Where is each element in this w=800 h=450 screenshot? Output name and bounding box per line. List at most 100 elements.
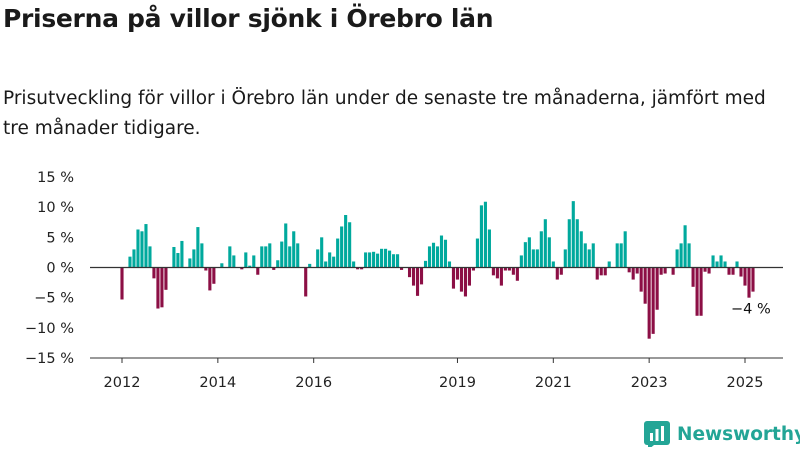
bar: [268, 243, 272, 268]
bar: [587, 249, 591, 268]
bar: [423, 260, 428, 268]
bar: [679, 243, 683, 268]
bar: [747, 267, 751, 298]
bar: [411, 267, 416, 286]
bar: [603, 267, 607, 276]
bar: [711, 255, 715, 268]
bar: [539, 231, 543, 268]
bar: [308, 263, 312, 268]
y-axis: 15 % 10 % 5 % 0 % −5 % −10 % −15 %: [25, 170, 74, 367]
bar: [256, 267, 260, 275]
y-tick-label: 15 %: [37, 170, 74, 186]
bar: [200, 243, 204, 268]
bar: [288, 246, 292, 268]
bar: [356, 267, 360, 270]
last-value-label: −4 %: [731, 302, 771, 318]
y-tick-label: −15 %: [25, 351, 74, 367]
bar: [435, 246, 440, 268]
bar: [659, 267, 663, 275]
bar: [483, 201, 487, 268]
bar: [431, 242, 436, 268]
bar: [364, 252, 368, 268]
bar: [551, 261, 555, 268]
bar: [152, 267, 156, 279]
bar: [328, 252, 332, 268]
bar: [360, 267, 364, 270]
bar: [248, 265, 252, 268]
bar: [595, 267, 599, 280]
x-tick-label: 2012: [104, 375, 141, 391]
bar: [559, 267, 563, 275]
bar: [471, 267, 475, 271]
bar: [128, 256, 132, 268]
bar: [707, 267, 711, 274]
bar: [296, 243, 300, 268]
bar: [304, 267, 308, 297]
x-tick-label: 2019: [439, 375, 476, 391]
bar: [232, 255, 236, 268]
bar: [491, 267, 495, 276]
bar: [615, 243, 619, 268]
bar: [208, 267, 212, 291]
bar: [535, 249, 539, 268]
brand[interactable]: Newsworthy: [644, 420, 800, 448]
bar: [527, 237, 531, 268]
bar: [348, 222, 352, 268]
bar: [531, 249, 535, 268]
y-tick-label: −5 %: [34, 291, 74, 307]
bar-chart: 15 %10 %5 %0 %−5 %−10 %−15 % 2012 2014 201…: [25, 170, 783, 391]
y-tick-label: 0 %: [46, 261, 74, 277]
bar: [176, 253, 180, 268]
bar: [336, 238, 340, 268]
bar: [643, 267, 647, 304]
bar: [511, 267, 515, 275]
x-axis: 2012 2014 2016 2019 2021 2023 2025: [104, 358, 764, 391]
brand-name: Newsworthy: [677, 423, 800, 445]
bar: [324, 261, 328, 268]
bar: [523, 242, 527, 268]
bar: [639, 267, 643, 292]
bar: [563, 249, 567, 268]
bar: [451, 267, 456, 289]
bar: [619, 243, 623, 268]
bar: [567, 219, 571, 268]
bar: [376, 253, 380, 268]
bar: [276, 260, 280, 268]
bar: [743, 267, 747, 286]
bar: [252, 255, 256, 268]
bar: [695, 267, 699, 316]
bar: [204, 267, 208, 271]
bar: [579, 231, 583, 268]
bar: [340, 226, 344, 268]
bar: [735, 261, 739, 268]
bar: [663, 267, 667, 274]
bar: [280, 241, 284, 268]
bar: [352, 261, 356, 268]
bar: [583, 243, 587, 268]
bar: [467, 267, 471, 286]
bar: [599, 267, 603, 276]
bar: [320, 237, 324, 268]
bar: [503, 267, 507, 271]
bar: [691, 267, 695, 287]
bar: [407, 267, 412, 278]
bar: [671, 267, 675, 275]
bar: [240, 267, 244, 270]
x-tick-label: 2025: [727, 375, 764, 391]
bar: [571, 201, 575, 268]
bar: [515, 267, 519, 281]
x-tick-label: 2014: [199, 375, 236, 391]
bar: [415, 267, 420, 296]
bar: [372, 251, 376, 268]
bar: [687, 243, 691, 268]
bar: [651, 267, 655, 334]
bar: [439, 235, 444, 268]
y-tick-label: 5 %: [46, 230, 74, 246]
bar: [463, 267, 468, 297]
bar: [160, 267, 164, 308]
bar: [228, 246, 232, 268]
bar: [264, 246, 268, 268]
bar: [396, 254, 400, 268]
bar: [631, 267, 635, 280]
bar: [723, 261, 727, 268]
